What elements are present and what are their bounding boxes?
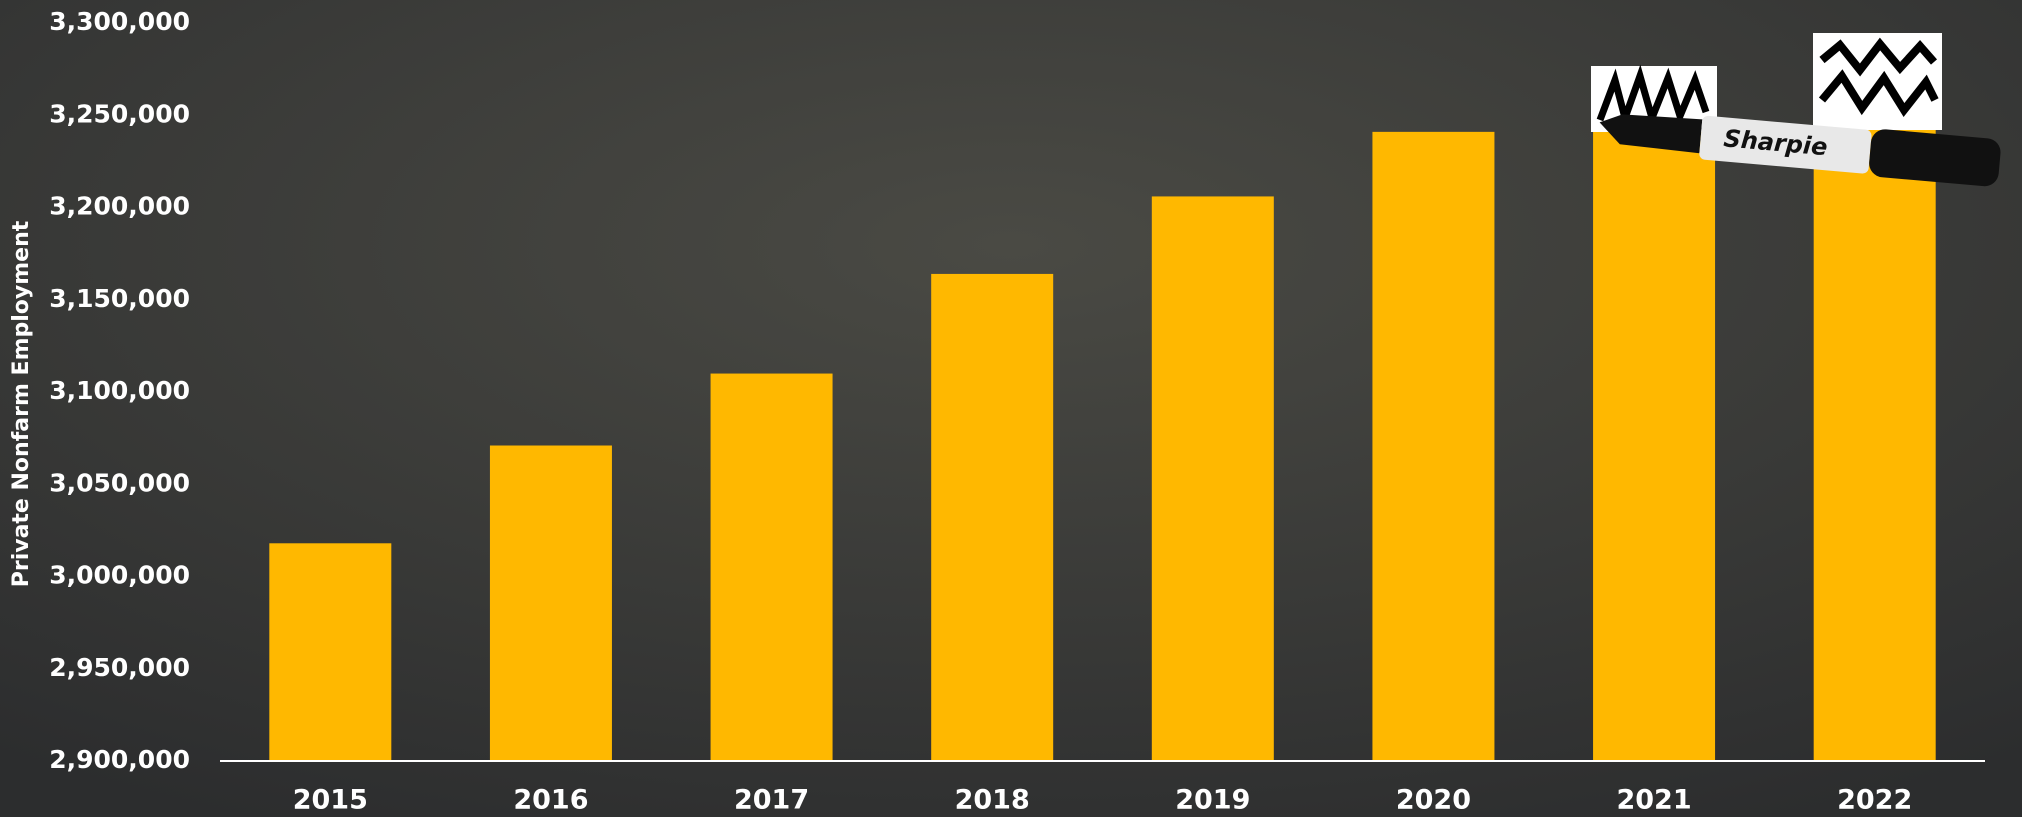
bar	[489, 445, 612, 761]
x-tick-label: 2015	[293, 785, 368, 816]
bar	[1813, 124, 1936, 762]
y-tick-label: 3,100,000	[49, 376, 190, 405]
bar	[710, 373, 833, 761]
bar	[931, 273, 1054, 761]
y-tick-label: 3,250,000	[49, 99, 190, 128]
y-tick-label: 2,900,000	[49, 745, 190, 774]
y-tick-label: 3,050,000	[49, 468, 190, 497]
x-tick-label: 2016	[513, 785, 588, 816]
marker: Sharpie	[1599, 114, 2001, 187]
bar	[1593, 126, 1716, 761]
x-tick-label: 2017	[734, 785, 809, 816]
y-axis-title: Private Nonfarm Employment	[9, 220, 34, 587]
bar	[1372, 131, 1495, 762]
x-tick-label: 2022	[1837, 785, 1912, 816]
y-tick-label: 3,000,000	[49, 561, 190, 590]
y-tick-label: 3,300,000	[49, 7, 190, 36]
scribble	[1818, 37, 1939, 117]
x-tick-label: 2019	[1175, 785, 1250, 816]
y-tick-label: 2,950,000	[49, 653, 190, 682]
plot-area: 2,900,000 2,950,000 3,000,000 3,050,000 3,10…	[49, 7, 1985, 816]
x-tick-label: 2018	[955, 785, 1030, 816]
bar	[1151, 196, 1274, 761]
y-tick-label: 3,150,000	[49, 284, 190, 313]
x-tick-label: 2021	[1616, 785, 1691, 816]
x-tick-label: 2020	[1396, 785, 1471, 816]
bar	[269, 543, 392, 761]
sharpie-decoration: Sharpie	[1591, 33, 2001, 187]
y-tick-label: 3,200,000	[49, 192, 190, 221]
